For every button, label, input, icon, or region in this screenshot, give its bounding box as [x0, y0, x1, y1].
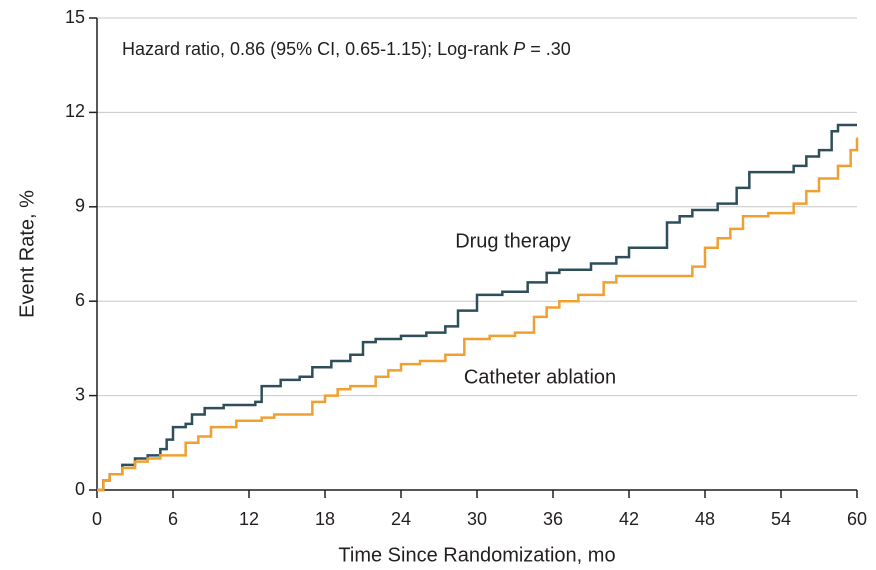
x-tick-label: 18: [315, 509, 335, 529]
x-tick-label: 60: [847, 509, 867, 529]
series-label: Catheter ablation: [464, 366, 616, 388]
series-label: Drug therapy: [455, 230, 571, 252]
series-line: [97, 137, 859, 492]
x-tick-label: 24: [391, 509, 411, 529]
series-line: [97, 123, 857, 492]
y-axis-title: Event Rate, %: [16, 190, 38, 318]
annotation-part: = .30: [525, 39, 571, 59]
annotation: Hazard ratio, 0.86 (95% CI, 0.65-1.15); …: [122, 39, 571, 59]
y-tick-label: 3: [75, 384, 85, 404]
x-tick-label: 12: [239, 509, 259, 529]
x-tick-label: 42: [619, 509, 639, 529]
x-axis-title: Time Since Randomization, mo: [338, 544, 615, 566]
x-tick-label: 6: [168, 509, 178, 529]
x-tick-label: 36: [543, 509, 563, 529]
y-tick-label: 12: [65, 101, 85, 121]
annotation-part: Hazard ratio, 0.86 (95% CI, 0.65-1.15); …: [122, 39, 513, 59]
x-tick-label: 54: [771, 509, 791, 529]
y-tick-label: 6: [75, 290, 85, 310]
y-tick-label: 15: [65, 7, 85, 27]
y-tick-label: 0: [75, 479, 85, 499]
annotation-part: P: [513, 39, 525, 59]
x-tick-label: 0: [92, 509, 102, 529]
x-tick-label: 30: [467, 509, 487, 529]
y-tick-label: 9: [75, 196, 85, 216]
x-tick-label: 48: [695, 509, 715, 529]
